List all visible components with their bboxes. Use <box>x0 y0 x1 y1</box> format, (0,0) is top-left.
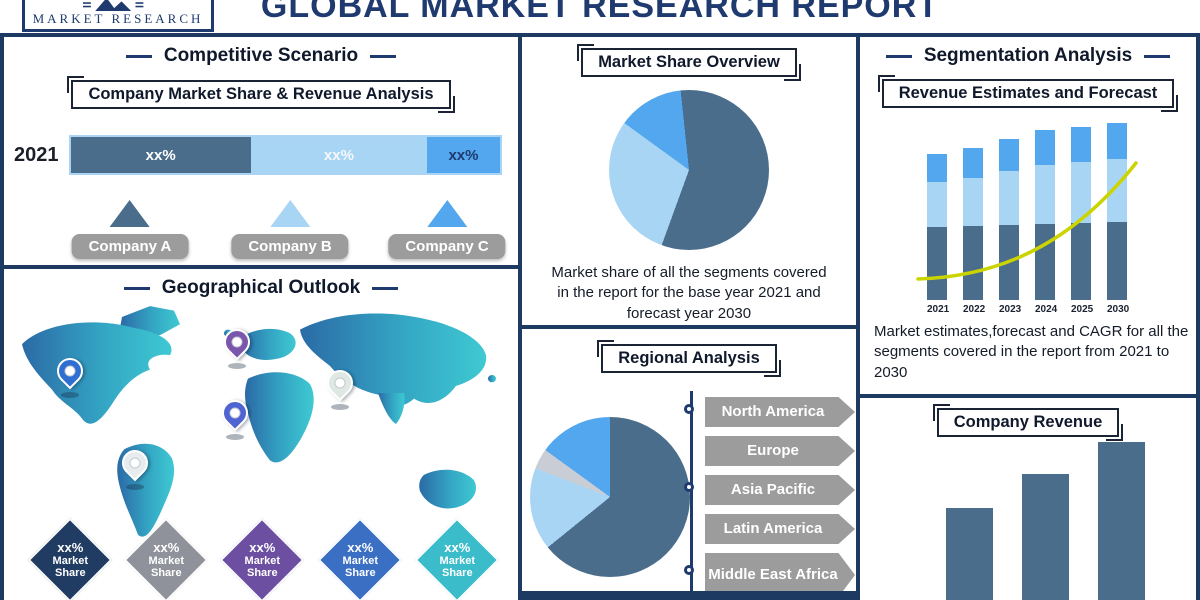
page-header: MARKET RESEARCH GLOBAL MARKET RESEARCH R… <box>0 0 1200 33</box>
logo-mountains-icon <box>83 0 144 11</box>
regional-pie-chart <box>530 417 690 577</box>
region-label-north-america: North America <box>705 397 855 427</box>
stacked-bar-2023 <box>999 139 1019 300</box>
location-pin-icon <box>321 364 359 402</box>
connector-dot-icon <box>684 565 694 575</box>
year-tick: 2021 <box>927 304 950 315</box>
location-pin-icon <box>51 352 89 390</box>
revenue-bar-3 <box>1098 442 1145 600</box>
company-b-label: Company B <box>231 234 349 259</box>
location-pin-icon <box>216 394 254 432</box>
map-pin <box>51 352 89 398</box>
diamond-label: Market Share <box>342 555 378 580</box>
panel-geographical-outlook: Geographical Outlook <box>4 269 518 600</box>
year-tick: 2023 <box>999 304 1022 315</box>
year-axis: 2021 2022 2023 2024 2025 2030 <box>912 304 1142 315</box>
diamond-pct: xx% <box>443 540 471 556</box>
region-label-middle-east-africa: Middle East Africa <box>705 553 855 591</box>
geographical-title: Geographical Outlook <box>4 277 518 299</box>
diamond-pct: xx% <box>248 540 276 556</box>
company-c-marker: Company C <box>388 200 506 259</box>
triangle-pointer-icon <box>109 200 150 227</box>
company-c-label: Company C <box>388 234 506 259</box>
year-tick: 2022 <box>963 304 986 315</box>
share-segment-company-a: xx% <box>70 137 251 173</box>
triangle-pointer-icon <box>270 200 310 227</box>
share-segment-company-b: xx% <box>250 137 427 173</box>
map-pin <box>321 364 359 410</box>
regional-title: Regional Analysis <box>597 340 781 377</box>
revenue-bar-2 <box>1022 474 1069 600</box>
map-pin <box>116 444 154 490</box>
year-tick: 2025 <box>1071 304 1094 315</box>
segmentation-subtitle: Revenue Estimates and Forecast <box>877 75 1178 112</box>
region-label-europe: Europe <box>705 436 855 466</box>
company-b-marker: Company B <box>231 200 349 259</box>
page-title: GLOBAL MARKET RESEARCH REPORT <box>260 0 940 25</box>
trend-path <box>916 161 1138 281</box>
diamond-label: Market Share <box>439 555 475 580</box>
stacked-bar-2022 <box>963 148 983 300</box>
stacked-bar-2030 <box>1107 123 1127 300</box>
triangle-pointer-icon <box>427 200 467 227</box>
world-map <box>22 306 496 537</box>
company-revenue-title: Company Revenue <box>932 404 1123 441</box>
map-pin <box>218 323 256 369</box>
region-label-asia-pacific: Asia Pacific <box>705 475 855 505</box>
panel-segmentation-analysis: Segmentation Analysis Revenue Estimates … <box>860 37 1196 394</box>
market-share-caption: Market share of all the segments covered… <box>551 264 827 322</box>
diamond-label: Market Share <box>52 555 88 580</box>
diamond-label: Market Share <box>244 555 280 580</box>
location-pin-icon <box>218 323 256 361</box>
revenue-bar-1 <box>946 508 993 600</box>
share-segment-company-c: xx% <box>426 137 500 173</box>
panel-competitive-scenario: Competitive Scenario Company Market Shar… <box>4 37 518 265</box>
region-label-latin-america: Latin America <box>705 514 855 544</box>
year-label: 2021 <box>14 143 59 166</box>
connector-dot-icon <box>684 404 694 414</box>
stacked-share-bar: xx% xx% xx% <box>68 135 502 175</box>
market-share-title: Market Share Overview <box>577 44 801 81</box>
stacked-bar-2025 <box>1071 127 1091 300</box>
segmentation-title: Segmentation Analysis <box>860 45 1196 67</box>
location-pin-icon <box>116 444 154 482</box>
market-share-pie-chart <box>609 90 769 250</box>
year-tick: 2030 <box>1107 304 1130 315</box>
company-a-label: Company A <box>71 234 189 259</box>
diamond-pct: xx% <box>346 540 374 556</box>
revenue-forecast-chart: 2021 2022 2023 2024 2025 2030 <box>912 117 1142 315</box>
logo: MARKET RESEARCH <box>22 0 214 32</box>
stacked-bar-2021 <box>927 154 947 300</box>
diamond-label: Market Share <box>148 555 184 580</box>
competitive-subtitle: Company Market Share & Revenue Analysis <box>67 76 455 113</box>
connector-dot-icon <box>684 482 694 492</box>
diamond-pct: xx% <box>152 540 180 556</box>
company-share-bar-chart: 2021 xx% xx% xx% <box>14 135 502 175</box>
diamond-pct: xx% <box>56 540 84 556</box>
company-revenue-bar-chart <box>946 442 1145 600</box>
logo-text: MARKET RESEARCH <box>32 11 204 26</box>
map-pin <box>216 394 254 440</box>
segmentation-caption: Market estimates,forecast and CAGR for a… <box>874 323 1189 381</box>
panel-regional-analysis: Regional Analysis North America Europe A… <box>522 329 856 591</box>
year-tick: 2024 <box>1035 304 1058 315</box>
panel-market-share-overview: Market Share Overview Market share of al… <box>522 37 856 325</box>
stacked-bar-2024 <box>1035 130 1055 300</box>
competitive-title: Competitive Scenario <box>4 45 518 67</box>
panel-company-revenue: Company Revenue <box>860 398 1196 600</box>
company-a-marker: Company A <box>71 200 189 259</box>
